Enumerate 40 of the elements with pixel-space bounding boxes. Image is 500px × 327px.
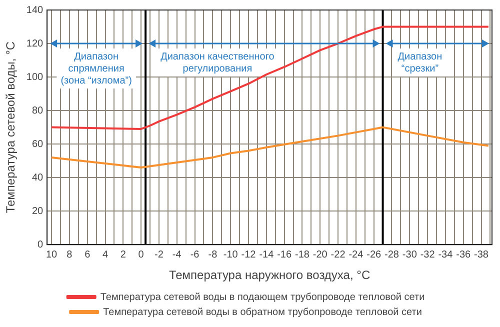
x-tick-label: -10: [223, 249, 238, 260]
x-tick-label: -26: [366, 249, 382, 260]
x-tick-label: 6: [84, 249, 91, 260]
x-tick-label: -36: [456, 249, 472, 260]
y-tick-label: 40: [32, 172, 44, 184]
annotation: Диапазон спрямления (зона “излома”): [60, 51, 132, 86]
y-tick-label: 140: [26, 4, 44, 16]
annotation: Диапазон качественного регулирования: [160, 51, 275, 74]
x-tick-label: 4: [102, 249, 108, 260]
x-axis-title: Температура наружного воздуха, °C: [168, 268, 370, 282]
x-tick-label: -38: [474, 249, 489, 260]
legend-label: Температура сетевой воды в подающем трубопроводе тепловой сети: [100, 292, 425, 303]
x-tick-label: -20: [312, 249, 328, 260]
legend-label: Температура сетевой воды в обратном трубопроводе тепловой сети: [103, 306, 422, 318]
x-tick-label: -14: [259, 249, 274, 260]
x-tick-label: -18: [294, 249, 310, 260]
x-tick-label: 2: [120, 249, 126, 260]
y-tick-label: 120: [26, 38, 44, 50]
x-tick-label: -22: [330, 249, 346, 260]
x-tick-label: -24: [348, 249, 364, 260]
annotation: Диапазон “срезки”: [398, 51, 442, 74]
y-tick-label: 20: [32, 206, 44, 217]
x-tick-label: -8: [208, 249, 218, 260]
x-tick-label: -2: [154, 249, 164, 260]
x-tick-label: 10: [46, 249, 58, 260]
y-tick-label: 60: [32, 138, 44, 150]
y-tick-label: 0: [38, 239, 44, 250]
x-tick-label: -16: [277, 249, 292, 260]
x-tick-label: -4: [172, 249, 182, 260]
x-tick-label: -6: [190, 249, 200, 260]
x-tick-label: -28: [384, 249, 400, 260]
y-axis-title: Температура сетевой воды, °C: [4, 41, 18, 214]
y-tick-label: 80: [32, 105, 44, 116]
x-tick-label: -34: [438, 249, 454, 260]
x-tick-label: -12: [241, 249, 256, 260]
x-tick-label: -32: [420, 249, 436, 260]
x-tick-label: 0: [138, 249, 144, 260]
x-tick-label: -30: [402, 249, 418, 260]
x-tick-label: 8: [66, 249, 73, 260]
y-tick-label: 100: [26, 72, 44, 83]
